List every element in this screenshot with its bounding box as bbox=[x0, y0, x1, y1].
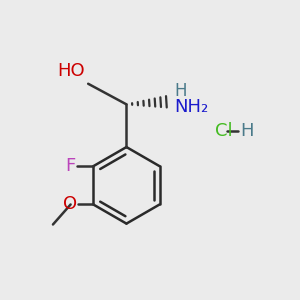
Text: O: O bbox=[63, 196, 77, 214]
Text: F: F bbox=[65, 157, 76, 175]
Text: H: H bbox=[240, 122, 253, 140]
Text: Cl: Cl bbox=[215, 122, 232, 140]
Text: H: H bbox=[174, 82, 187, 100]
Text: NH₂: NH₂ bbox=[174, 98, 209, 116]
Text: HO: HO bbox=[57, 62, 85, 80]
